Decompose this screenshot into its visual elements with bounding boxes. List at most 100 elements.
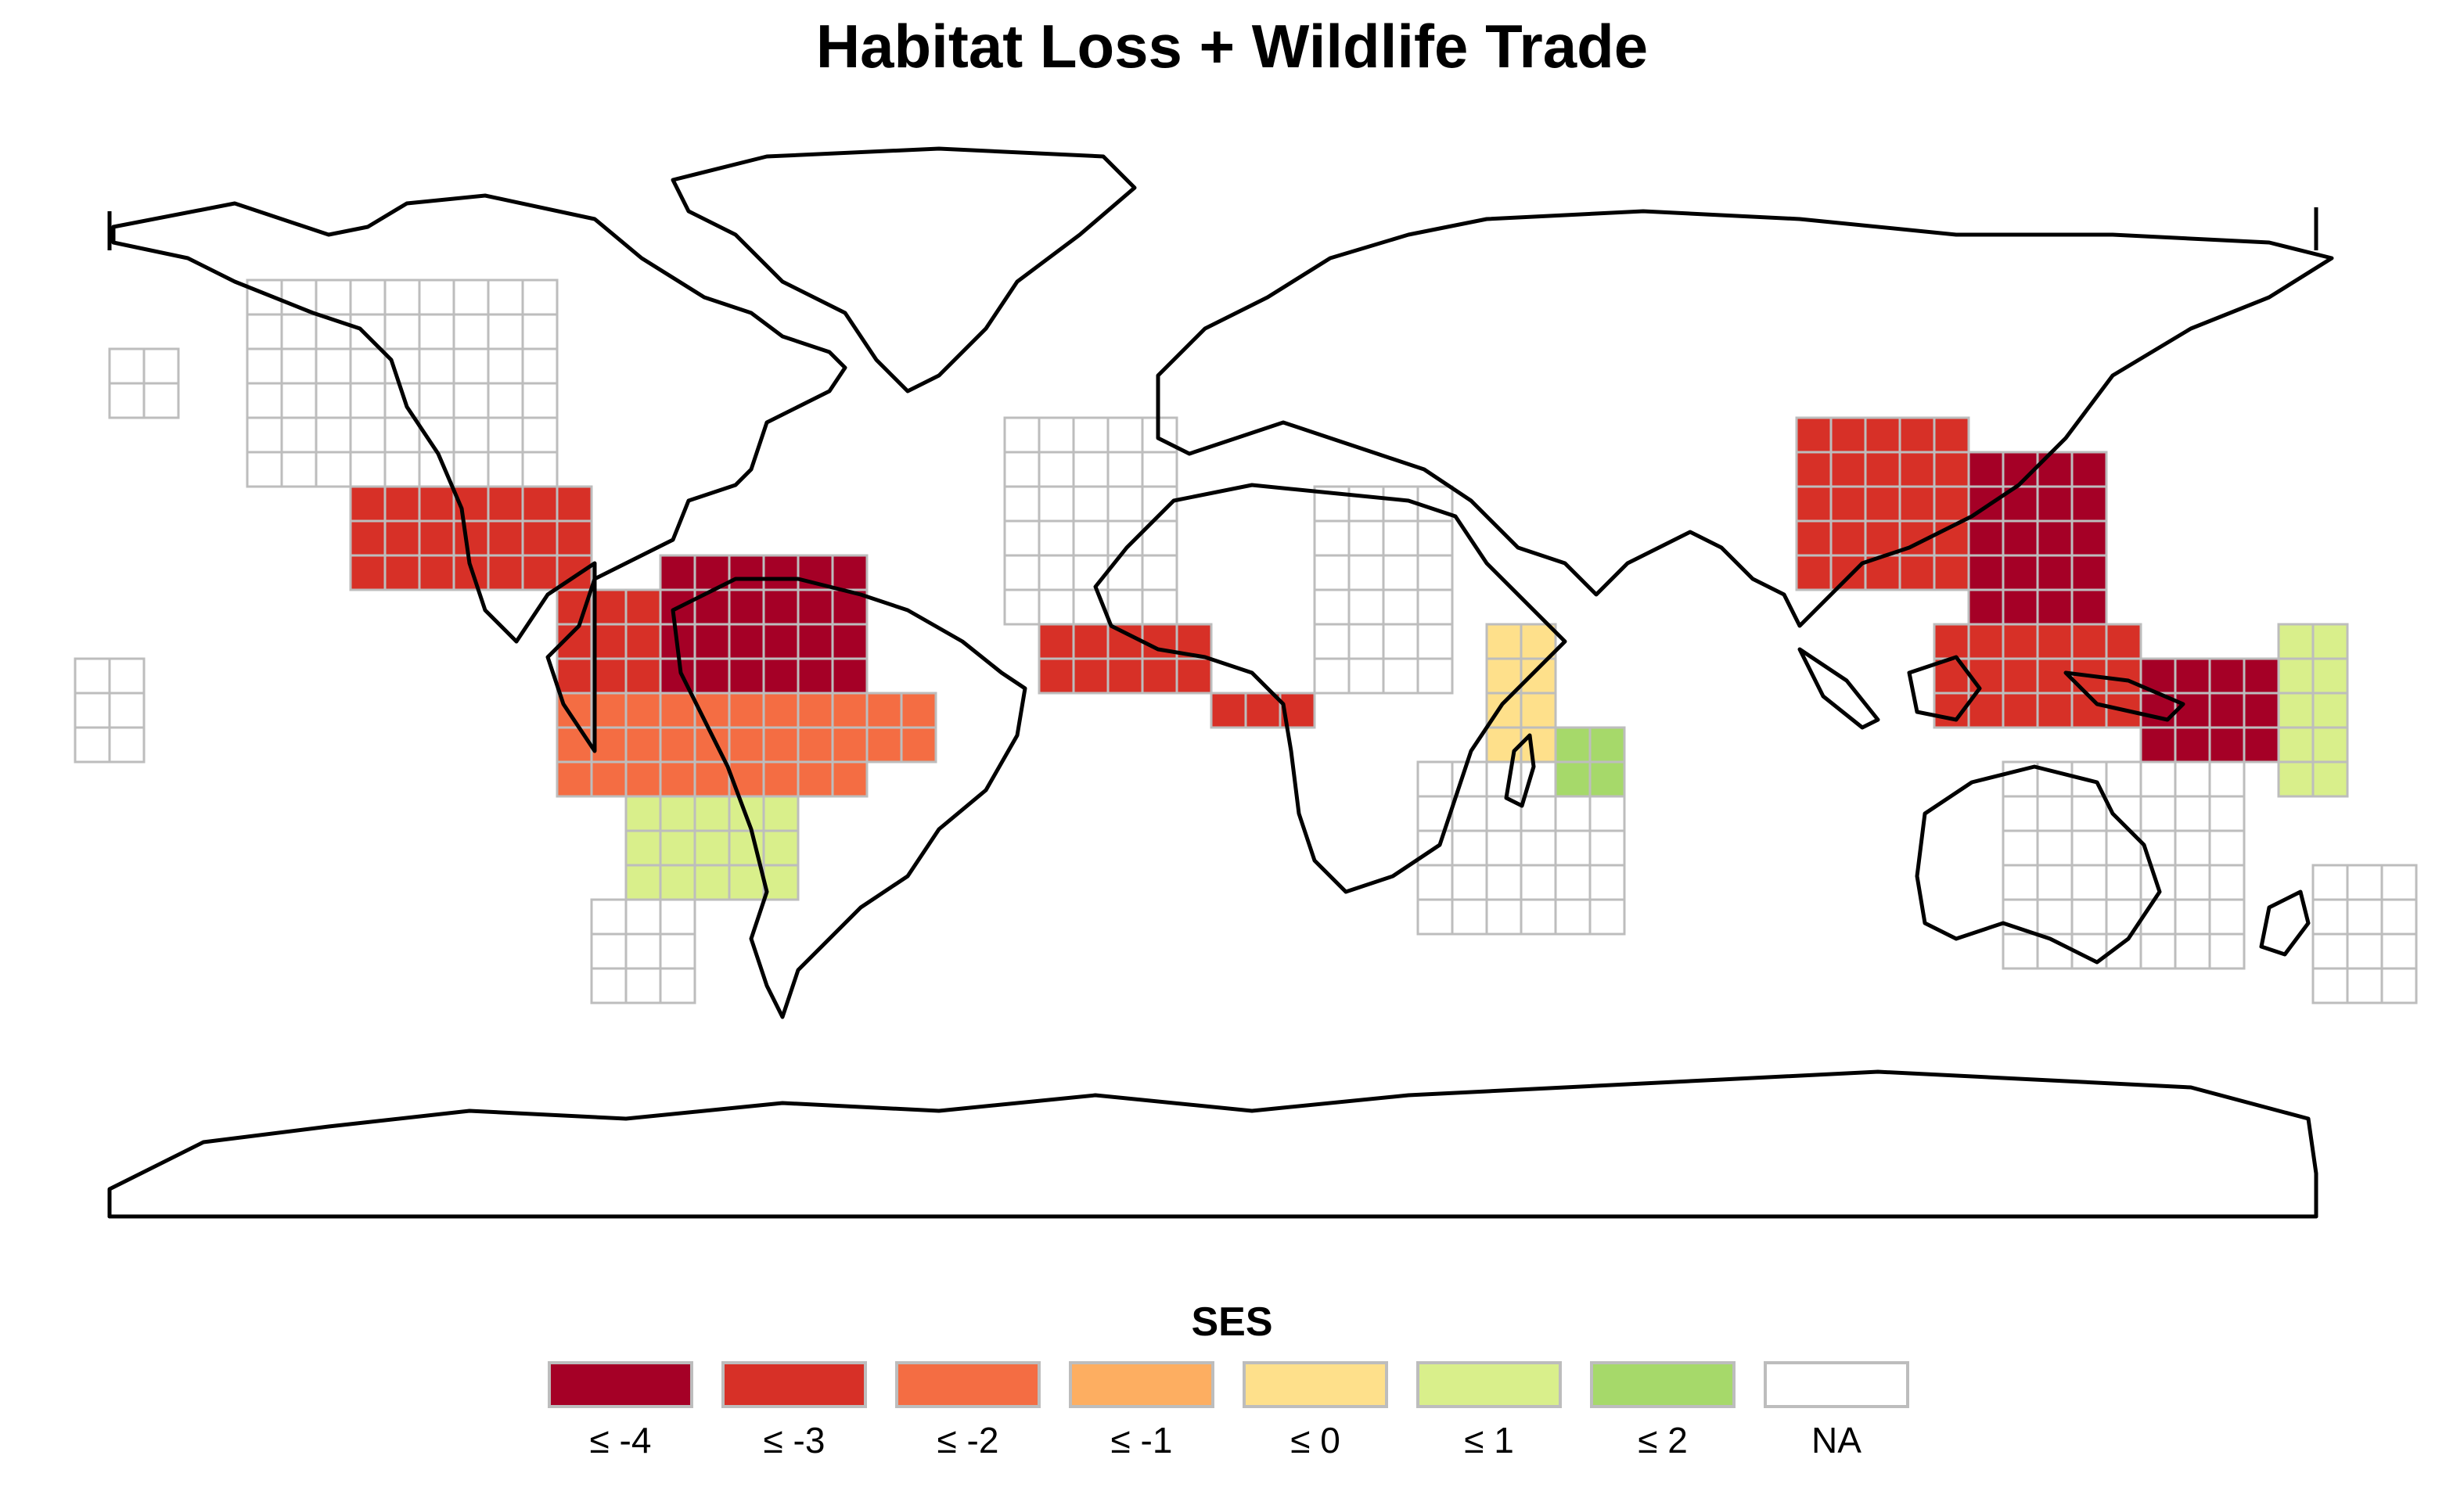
grid-cell: [1313, 588, 1351, 626]
grid-cell: [1347, 623, 1385, 660]
legend-item: ≤ -2: [895, 1361, 1041, 1461]
grid-cell: [108, 382, 146, 419]
grid-cell: [349, 416, 387, 454]
grid-cell: [108, 347, 146, 385]
grid-cell: [1520, 829, 1557, 867]
grid-cell: [1106, 554, 1144, 591]
grid-cell: [2380, 967, 2418, 1004]
grid-cell: [762, 588, 800, 626]
grid-cell: [108, 657, 146, 695]
grid-cell: [2311, 692, 2349, 729]
grid-cell: [349, 451, 387, 488]
grid-cell: [762, 692, 800, 729]
grid-cell: [383, 485, 421, 523]
grid-cell: [2105, 864, 2142, 901]
grid-cell: [624, 692, 662, 729]
grid-cell: [2174, 829, 2211, 867]
grid-cell: [521, 382, 559, 419]
grid-cell: [1554, 726, 1592, 764]
grid-cell: [1313, 623, 1351, 660]
grid-cell: [452, 416, 490, 454]
legend-item: ≤ -4: [548, 1361, 693, 1461]
grid-cell: [1175, 657, 1213, 695]
grid-cell: [315, 451, 352, 488]
grid-cell: [1038, 451, 1075, 488]
grid-cell: [349, 485, 387, 523]
grid-cell: [2208, 726, 2246, 764]
grid-cell: [2208, 657, 2246, 695]
grid-cell: [1416, 898, 1454, 936]
land-outlines: [107, 146, 2334, 1219]
grid-cell: [2139, 932, 2177, 970]
grid-cell: [1933, 416, 1970, 454]
legend-label: NA: [1811, 1420, 1861, 1461]
grid-cell: [2139, 898, 2177, 936]
grid-cell: [2036, 485, 2074, 523]
grid-cell: [1485, 864, 1523, 901]
grid-cell: [1072, 485, 1110, 523]
grid-cell: [659, 932, 696, 970]
grid-cell: [280, 451, 318, 488]
legend-label: ≤ -3: [763, 1420, 826, 1461]
grid-cell: [624, 864, 662, 901]
grid-cell: [831, 726, 869, 764]
grid-cell: [1141, 554, 1178, 591]
grid-cell: [1382, 588, 1419, 626]
grid-cell: [1416, 519, 1454, 557]
grid-cell: [728, 623, 765, 660]
legend-item: ≤ -1: [1069, 1361, 1214, 1461]
grid-cell: [797, 760, 834, 798]
grid-cell: [280, 416, 318, 454]
grid-cell: [349, 519, 387, 557]
grid-cell: [1038, 485, 1075, 523]
grid-cell: [1588, 726, 1626, 764]
grid-cell: [762, 623, 800, 660]
grid-cell: [108, 692, 146, 729]
legend-swatch: [721, 1361, 867, 1408]
grid-cell: [762, 657, 800, 695]
grid-cell: [487, 519, 524, 557]
grid-cell: [2002, 795, 2039, 832]
legend-swatch: [548, 1361, 693, 1408]
grid-cell: [590, 726, 628, 764]
legend-title: SES: [1191, 1299, 1273, 1345]
grid-cell: [2002, 519, 2039, 557]
grid-cell: [1347, 554, 1385, 591]
legend-swatch: [895, 1361, 1041, 1408]
grid-cell: [865, 726, 903, 764]
grid-cell: [1141, 588, 1178, 626]
grid-cell: [1898, 451, 1936, 488]
grid-cell: [556, 485, 593, 523]
grid-cell: [1864, 416, 1901, 454]
grid-cell: [2002, 588, 2039, 626]
grid-cell: [452, 313, 490, 350]
grid-cell: [1967, 451, 2005, 488]
grid-cell: [797, 657, 834, 695]
grid-cell: [2105, 760, 2142, 798]
grid-cell: [865, 692, 903, 729]
grid-cell: [2208, 829, 2246, 867]
grid-cell: [1003, 485, 1041, 523]
grid-cell: [2139, 726, 2177, 764]
grid-cell: [693, 760, 731, 798]
grid-cell: [1588, 760, 1626, 798]
grid-cell: [1451, 864, 1488, 901]
grid-cell: [315, 347, 352, 385]
grid-cell: [2070, 451, 2108, 488]
grid-cell: [1829, 485, 1867, 523]
grid-cell: [487, 382, 524, 419]
grid-cell: [556, 760, 593, 798]
grid-cell: [2311, 623, 2349, 660]
grid-cell: [2139, 795, 2177, 832]
grid-cell: [900, 726, 937, 764]
grid-cell: [1554, 864, 1592, 901]
grid-cell: [1554, 829, 1592, 867]
grid-cell: [1106, 657, 1144, 695]
grid-cell: [2002, 692, 2039, 729]
grid-cell: [1347, 657, 1385, 695]
grid-cell: [383, 347, 421, 385]
grid-cell: [246, 451, 283, 488]
grid-cell: [2036, 692, 2074, 729]
grid-cell: [74, 726, 111, 764]
grid-cell: [487, 485, 524, 523]
